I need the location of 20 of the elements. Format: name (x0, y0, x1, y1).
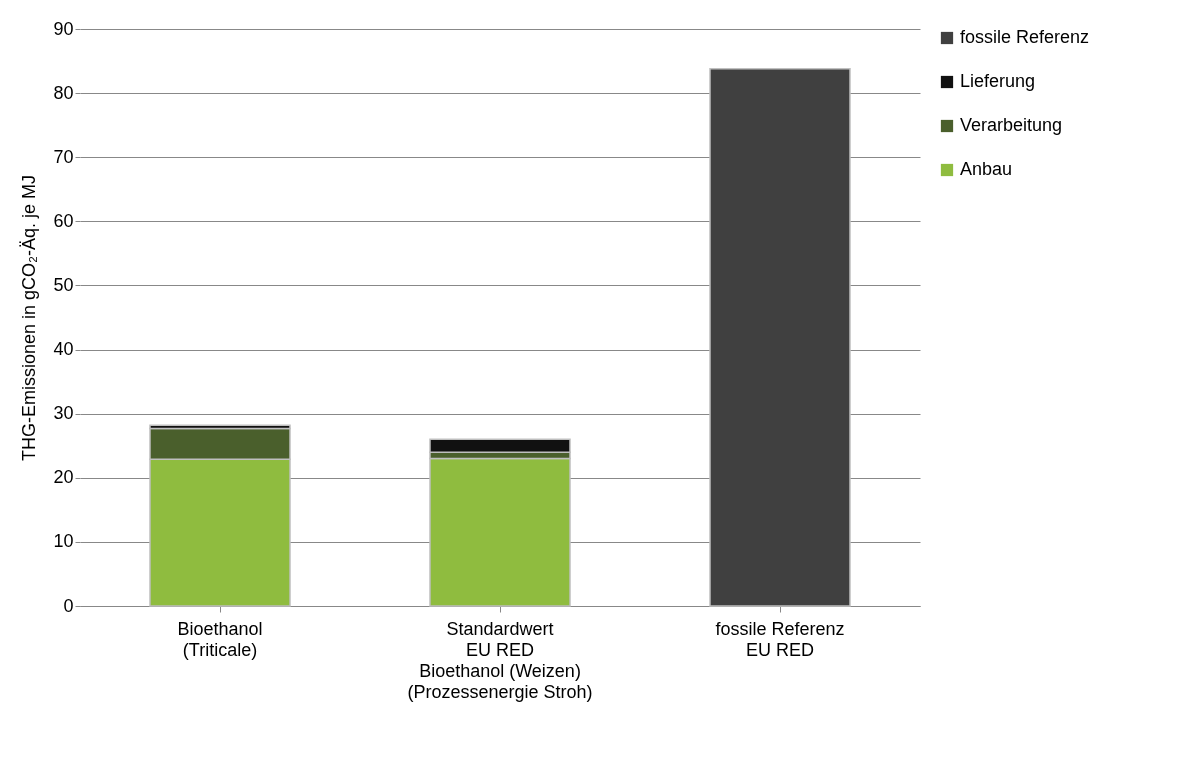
legend-label: Verarbeitung (960, 115, 1063, 135)
bar (709, 68, 851, 607)
y-tick-label: 80 (53, 82, 74, 103)
x-tick-label: Standardwert EU RED Bioethanol (Weizen) (Prozessenergie Stroh) (407, 618, 593, 702)
y-tick-label: 20 (53, 467, 74, 488)
bar (429, 457, 571, 607)
x-tick-label: Bioethanol (Triticale) (177, 618, 263, 660)
x-tick-label: fossile Referenz EU RED (715, 618, 845, 660)
legend-label: fossile Referenz (960, 27, 1090, 47)
y-tick-label: 50 (53, 274, 74, 295)
y-tick-label: 30 (53, 403, 74, 424)
y-axis-title: THG-Emissionen in gCO₂-Äq. je MJ (19, 174, 40, 462)
legend-label: Lieferung (960, 71, 1036, 91)
y-tick-label: 70 (53, 146, 74, 167)
legend-label: Anbau (960, 159, 1013, 179)
y-tick-label: 10 (53, 531, 74, 552)
y-tick-label: 90 (53, 18, 74, 39)
y-tick-label: 60 (53, 210, 74, 231)
y-tick-label: 40 (53, 339, 74, 360)
y-tick-label: 0 (63, 595, 74, 616)
